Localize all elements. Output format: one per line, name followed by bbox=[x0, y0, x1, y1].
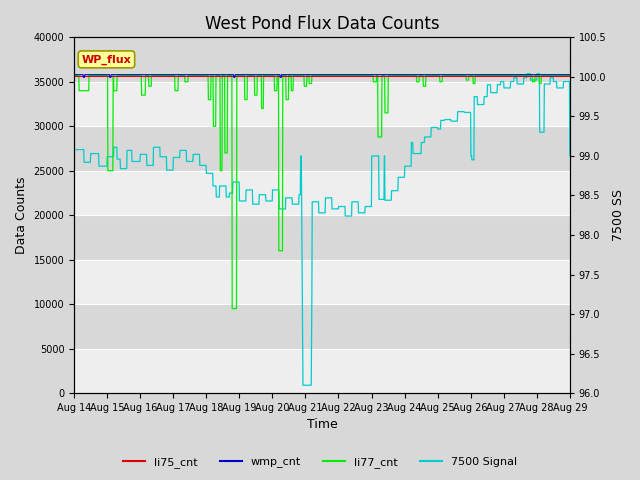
Bar bbox=[74, 260, 570, 304]
Bar bbox=[74, 348, 570, 393]
Legend: li75_cnt, wmp_cnt, li77_cnt, 7500 Signal: li75_cnt, wmp_cnt, li77_cnt, 7500 Signal bbox=[118, 452, 522, 472]
Bar bbox=[74, 37, 570, 82]
Title: West Pond Flux Data Counts: West Pond Flux Data Counts bbox=[205, 15, 439, 33]
X-axis label: Time: Time bbox=[307, 419, 337, 432]
Text: WP_flux: WP_flux bbox=[81, 54, 131, 64]
Bar bbox=[74, 82, 570, 126]
Bar bbox=[74, 215, 570, 260]
Bar bbox=[74, 126, 570, 171]
Bar bbox=[74, 171, 570, 215]
Y-axis label: 7500 SS: 7500 SS bbox=[612, 189, 625, 241]
Y-axis label: Data Counts: Data Counts bbox=[15, 177, 28, 254]
Bar bbox=[74, 304, 570, 348]
